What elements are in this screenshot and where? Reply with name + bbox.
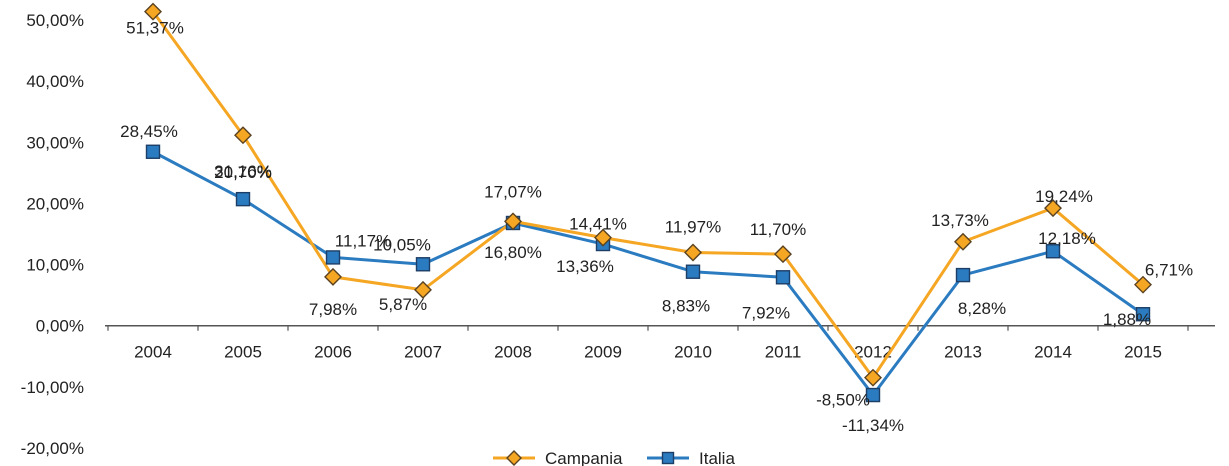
x-axis-labels: 2004 2005 2006 2007 2008 2009 2010 2011 2012 2013…: [134, 343, 1162, 362]
x-tick-label: 2010: [674, 343, 712, 362]
x-tick-label: 2006: [314, 343, 352, 362]
series-layer: [144, 2, 1152, 403]
y-tick-label: -10,00%: [21, 378, 84, 397]
data-label: 7,98%: [309, 300, 357, 319]
data-labels-layer: 51,37% 31,16% 7,98% 5,87% 17,07% 14,41% 11,97%…: [120, 19, 1193, 435]
y-tick-label: 40,00%: [26, 72, 84, 91]
x-tick-label: 2012: [854, 343, 892, 362]
data-label: 13,73%: [931, 211, 989, 230]
data-label: 17,07%: [484, 182, 542, 201]
data-label: 8,28%: [958, 299, 1006, 318]
data-point: [1135, 307, 1151, 322]
data-point: [414, 280, 432, 299]
data-point: [145, 144, 161, 159]
data-label: 16,80%: [484, 243, 542, 262]
data-label: 1,88%: [1103, 310, 1151, 329]
chart-axes: [105, 324, 1215, 331]
legend: Campania Italia: [493, 449, 735, 466]
y-tick-label: 20,00%: [26, 194, 84, 213]
data-label: 14,41%: [569, 215, 627, 234]
data-point: [504, 212, 522, 231]
x-tick-label: 2013: [944, 343, 982, 362]
data-label: 51,37%: [126, 19, 184, 38]
data-point: [685, 264, 701, 279]
data-point: [324, 267, 342, 286]
data-point: [684, 243, 702, 262]
data-label: 5,87%: [379, 295, 427, 314]
data-label: 7,92%: [742, 303, 790, 322]
data-label: 13,36%: [556, 257, 614, 276]
x-tick-label: 2011: [765, 343, 802, 362]
data-label: -8,50%: [816, 391, 870, 410]
data-point: [506, 450, 522, 466]
data-point: [661, 451, 675, 465]
data-point: [594, 228, 612, 247]
data-point: [864, 368, 882, 387]
x-tick-label: 2014: [1034, 343, 1072, 362]
y-tick-label: -20,00%: [21, 439, 84, 458]
series-line-italia: [152, 150, 1144, 397]
legend-label: Italia: [699, 449, 735, 466]
y-tick-label: 30,00%: [26, 133, 84, 152]
series-line-campania: [151, 10, 1144, 380]
data-label: 10,05%: [373, 235, 431, 254]
y-axis-labels: 50,00% 40,00% 30,00% 20,00% 10,00% 0,00% -10,0…: [21, 11, 84, 458]
data-label: 11,97%: [665, 218, 721, 237]
y-tick-label: 0,00%: [36, 317, 84, 336]
x-tick-label: 2007: [404, 343, 442, 362]
x-tick-label: 2005: [224, 343, 262, 362]
x-tick-label: 2015: [1124, 343, 1162, 362]
data-point: [775, 270, 791, 285]
data-label: 8,83%: [662, 297, 710, 316]
x-tick-label: 2008: [494, 343, 532, 362]
y-tick-label: 10,00%: [26, 256, 84, 275]
data-point: [234, 126, 252, 145]
legend-item-campania: Campania: [493, 449, 623, 466]
data-point: [774, 245, 792, 264]
data-point: [325, 250, 341, 265]
data-point: [954, 232, 972, 251]
data-label: 6,71%: [1145, 261, 1193, 280]
data-point: [1134, 275, 1152, 294]
data-point: [865, 387, 881, 403]
x-tick-label: 2004: [134, 343, 172, 362]
data-label: 31,16%: [214, 162, 272, 181]
data-label: 19,24%: [1035, 187, 1093, 206]
x-tick-label: 2009: [584, 343, 622, 362]
data-label: 11,70%: [750, 220, 806, 239]
data-label: 11,17%: [335, 231, 391, 250]
data-label: -11,34%: [842, 416, 904, 435]
data-point: [144, 2, 162, 21]
legend-label: Campania: [545, 449, 623, 466]
legend-item-italia: Italia: [647, 449, 735, 466]
data-label: 28,45%: [120, 122, 178, 141]
data-point: [1045, 244, 1061, 259]
y-tick-label: 50,00%: [26, 11, 84, 30]
data-label: 20,70%: [214, 163, 272, 182]
data-point: [235, 191, 251, 207]
data-label: 12,18%: [1038, 229, 1096, 248]
data-point: [1044, 199, 1062, 218]
data-point: [415, 257, 431, 272]
data-point: [955, 267, 971, 283]
